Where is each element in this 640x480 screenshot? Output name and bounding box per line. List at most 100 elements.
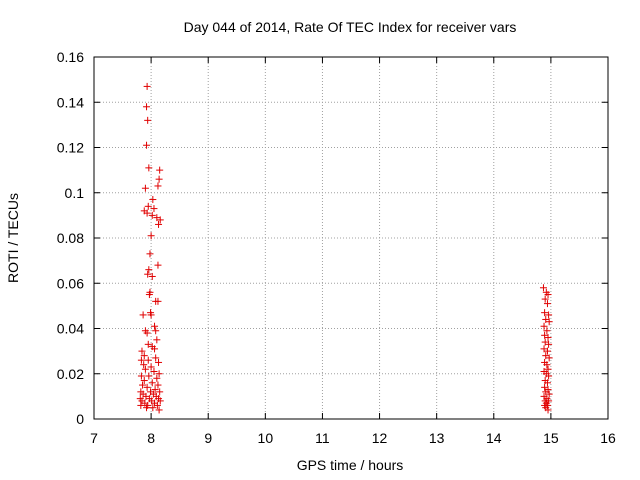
data-point: [149, 404, 157, 412]
data-point: [155, 175, 163, 183]
data-point: [137, 401, 145, 409]
y-tick-label: 0.1: [65, 185, 85, 201]
data-point: [153, 401, 161, 409]
data-point: [545, 318, 553, 326]
data-point: [147, 232, 155, 240]
x-tick-label: 7: [90, 430, 98, 446]
data-point: [545, 372, 553, 380]
data-point: [138, 347, 146, 355]
data-point: [151, 386, 159, 394]
data-point: [143, 103, 151, 111]
data-point: [143, 141, 151, 149]
data-point: [145, 266, 153, 274]
data-point: [149, 196, 157, 204]
data-point: [144, 116, 152, 124]
data-point: [154, 297, 162, 305]
data-point: [151, 322, 159, 330]
data-point: [152, 327, 160, 335]
data-point: [543, 379, 551, 387]
tick-layer: 7 8 9 10 11 12 13 14 15 16 0 0.02 0.04 0.06 0.08 0.1 0.1…: [57, 49, 616, 446]
data-point: [156, 397, 164, 405]
data-point: [141, 184, 149, 192]
data-point: [150, 205, 158, 213]
y-tick-label: 0.16: [57, 49, 84, 65]
data-point: [151, 345, 159, 353]
points-layer: [136, 82, 553, 414]
data-point: [148, 211, 156, 219]
data-point: [144, 340, 152, 348]
data-point: [543, 347, 551, 355]
data-point: [143, 383, 151, 391]
data-point: [140, 377, 148, 385]
data-point: [545, 354, 553, 362]
y-axis-label: ROTI / TECUs: [5, 193, 21, 283]
y-tick-label: 0.08: [57, 230, 84, 246]
y-tick-label: 0.12: [57, 140, 84, 156]
x-tick-label: 11: [315, 430, 330, 446]
data-point: [137, 356, 145, 364]
data-point: [143, 329, 151, 337]
data-point: [150, 367, 158, 375]
x-tick-label: 14: [486, 430, 502, 446]
data-point: [156, 388, 164, 396]
data-point: [152, 354, 160, 362]
data-point: [143, 82, 151, 90]
data-point: [541, 309, 549, 317]
chart-title: Day 044 of 2014, Rate Of TEC Index for r…: [184, 19, 517, 35]
data-point: [154, 381, 162, 389]
data-point: [544, 406, 552, 414]
data-point: [139, 381, 147, 389]
data-point: [145, 164, 153, 172]
plot-frame: [93, 56, 609, 420]
data-point: [155, 358, 163, 366]
data-point: [543, 361, 551, 369]
data-point: [140, 361, 148, 369]
x-tick-label: 10: [258, 430, 274, 446]
data-point: [143, 404, 151, 412]
x-tick-label: 9: [204, 430, 212, 446]
x-tick-label: 12: [372, 430, 388, 446]
data-point: [153, 374, 161, 382]
y-tick-label: 0.04: [57, 321, 84, 337]
data-point: [545, 390, 553, 398]
data-point: [541, 295, 549, 303]
data-point: [144, 356, 152, 364]
data-point: [147, 311, 155, 319]
x-tick-label: 16: [600, 430, 616, 446]
x-tick-label: 15: [543, 430, 559, 446]
x-tick-label: 13: [429, 430, 445, 446]
data-point: [143, 209, 151, 217]
x-axis-label: GPS time / hours: [297, 457, 404, 473]
data-point: [543, 327, 551, 335]
y-tick-label: 0.02: [57, 366, 84, 382]
grid-layer: [94, 57, 608, 419]
data-point: [155, 406, 163, 414]
data-point: [154, 261, 162, 269]
data-point: [155, 370, 163, 378]
data-point: [145, 372, 153, 380]
data-point: [148, 272, 156, 280]
data-point: [145, 291, 153, 299]
y-tick-label: 0: [76, 411, 84, 427]
data-point: [540, 322, 548, 330]
data-point: [137, 372, 145, 380]
data-point: [144, 202, 152, 210]
y-tick-label: 0.14: [57, 94, 84, 110]
data-point: [140, 352, 148, 360]
data-point: [153, 336, 161, 344]
data-point: [147, 363, 155, 371]
data-point: [144, 270, 152, 278]
data-point: [544, 365, 552, 373]
data-point: [156, 216, 164, 224]
data-point: [141, 365, 149, 373]
data-point: [543, 300, 551, 308]
data-point: [539, 284, 547, 292]
data-point: [156, 166, 164, 174]
data-point: [155, 220, 163, 228]
data-point: [544, 334, 552, 342]
data-point: [544, 291, 552, 299]
y-tick-label: 0.06: [57, 275, 84, 291]
data-point: [139, 311, 147, 319]
data-point: [148, 379, 156, 387]
